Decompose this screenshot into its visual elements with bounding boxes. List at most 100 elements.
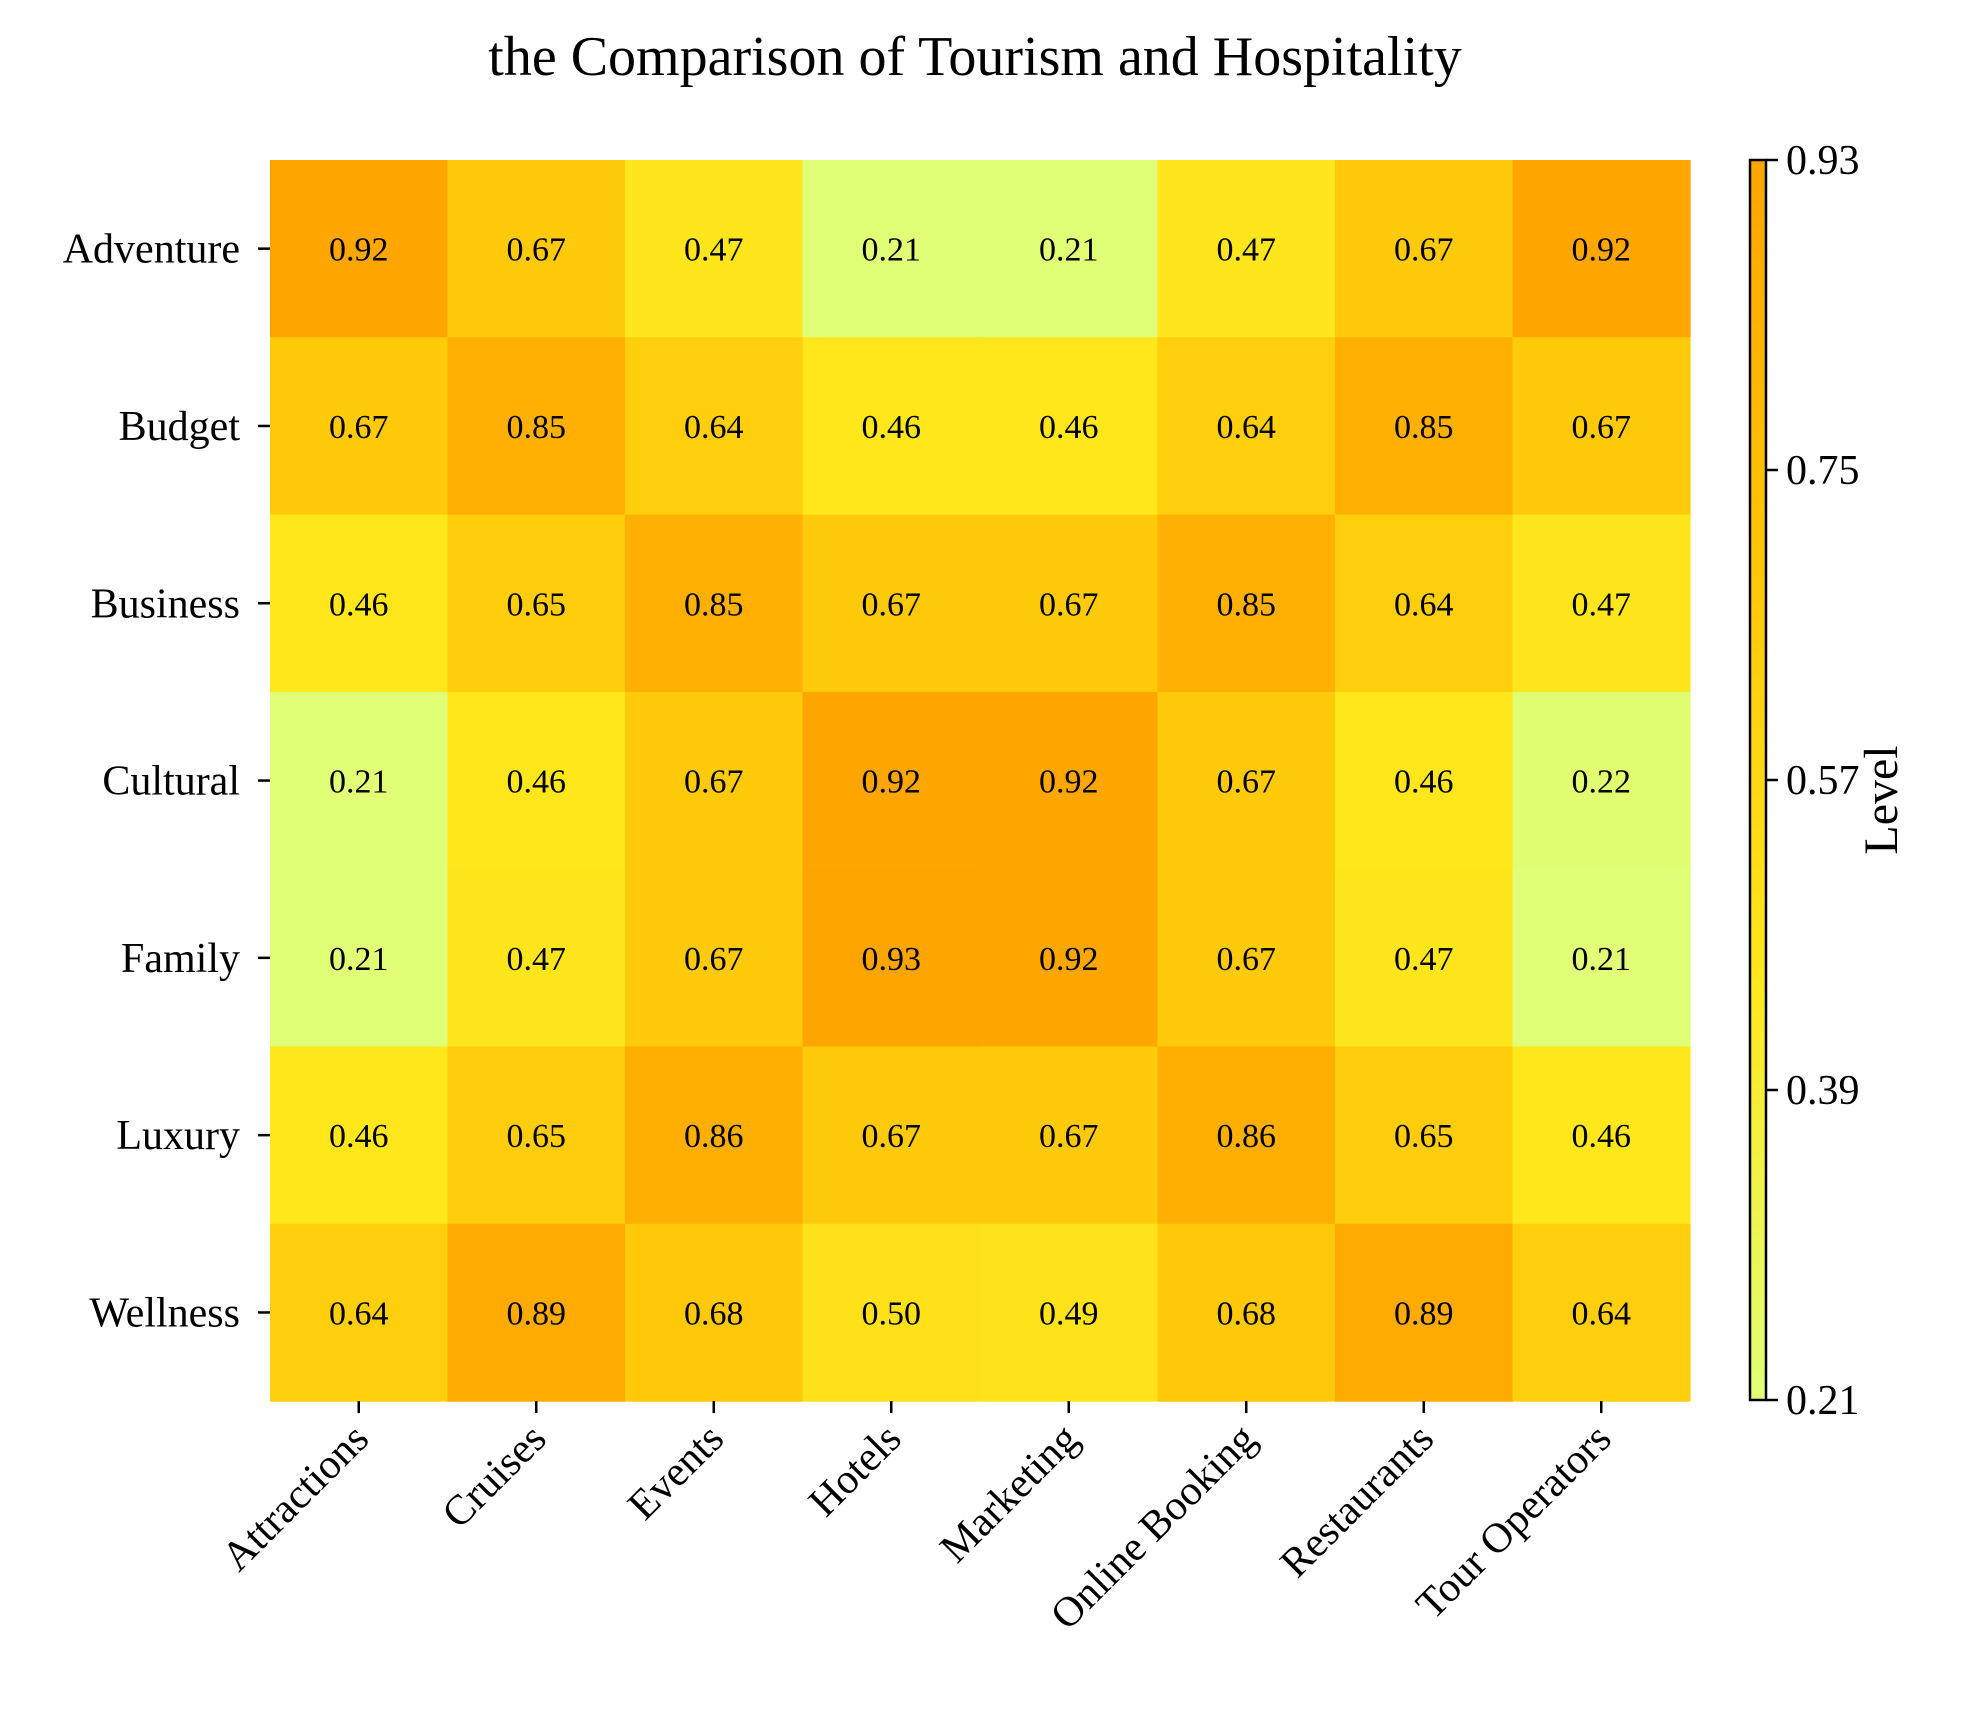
heatmap-cell: [980, 869, 1159, 1048]
heatmap-cell: [625, 691, 804, 870]
cell-value-label: 0.21: [329, 764, 389, 801]
heatmap-cell: [447, 1223, 626, 1402]
heatmap-cell: [1157, 691, 1336, 870]
heatmap-cell: [625, 869, 804, 1048]
heatmap-cell: [447, 160, 626, 338]
heatmap-cell-labels: 0.92 0.67 0.47 0.21 0.21 0.47 0.67 0.92 0.67 0.85…: [329, 232, 1631, 1333]
chart-title: the Comparison of Tourism and Hospitalit…: [488, 26, 1461, 88]
cell-value-label: 0.21: [329, 941, 389, 978]
x-tick-label: Cruises: [434, 1416, 556, 1538]
cell-value-label: 0.46: [329, 1118, 389, 1155]
cell-value-label: 0.92: [329, 232, 389, 269]
cell-value-label: 0.46: [1394, 764, 1454, 801]
heatmap-cell: [1335, 337, 1514, 516]
heatmap-cell: [270, 691, 449, 870]
heatmap-cell: [980, 160, 1159, 338]
cell-value-label: 0.65: [1394, 1118, 1454, 1155]
heatmap-cell: [802, 514, 981, 693]
heatmap-cell: [447, 337, 626, 516]
colorbar-tick-label: 0.57: [1786, 758, 1860, 804]
heatmap-cell: [802, 1223, 981, 1402]
cell-value-label: 0.47: [1217, 232, 1277, 269]
x-axis: Attractions Cruises Events Hotels MarketingO…: [213, 1401, 1620, 1639]
heatmap-cell: [980, 337, 1159, 516]
cell-value-label: 0.21: [1572, 941, 1632, 978]
cell-value-label: 0.86: [1217, 1118, 1277, 1155]
cell-value-label: 0.67: [862, 586, 922, 623]
y-tick-label: Adventure: [63, 227, 240, 273]
heatmap-cell: [1512, 1223, 1691, 1402]
cell-value-label: 0.85: [1394, 409, 1454, 446]
x-tick-label: Marketing: [932, 1416, 1088, 1572]
cell-value-label: 0.64: [329, 1295, 389, 1332]
colorbar-tick-label: 0.93: [1786, 138, 1860, 184]
heatmap-cell: [980, 691, 1159, 870]
heatmap-cell: [447, 691, 626, 870]
y-tick-label: Business: [91, 581, 240, 627]
heatmap-cell: [447, 514, 626, 693]
x-tick-label: Events: [619, 1416, 732, 1529]
heatmap-cell: [802, 337, 981, 516]
heatmap-cell: [625, 1046, 804, 1225]
cell-value-label: 0.93: [862, 941, 922, 978]
heatmap-cell: [1335, 1046, 1514, 1225]
cell-value-label: 0.64: [1217, 409, 1277, 446]
heatmap-cell: [1512, 337, 1691, 516]
heatmap-cell: [1512, 869, 1691, 1048]
cell-value-label: 0.65: [507, 586, 567, 623]
colorbar-tick-label: 0.39: [1786, 1068, 1860, 1114]
cell-value-label: 0.85: [1217, 586, 1277, 623]
heatmap-cell: [625, 160, 804, 338]
heatmap-cell: [1335, 1223, 1514, 1402]
heatmap-cell: [270, 869, 449, 1048]
cell-value-label: 0.89: [1394, 1295, 1454, 1332]
cell-value-label: 0.92: [1572, 232, 1632, 269]
cell-value-label: 0.46: [1572, 1118, 1632, 1155]
y-tick-label: Luxury: [116, 1113, 240, 1159]
colorbar: 0.21 0.39 0.57 0.75 0.93: [1748, 138, 1860, 1424]
cell-value-label: 0.67: [329, 409, 389, 446]
heatmap-cell: [270, 1046, 449, 1225]
cell-value-label: 0.67: [1394, 232, 1454, 269]
heatmap-cell: [1157, 514, 1336, 693]
cell-value-label: 0.64: [1394, 586, 1454, 623]
cell-value-label: 0.67: [1039, 1118, 1099, 1155]
heatmap-cell: [625, 514, 804, 693]
heatmap-cell: [802, 691, 981, 870]
heatmap-cell: [980, 1223, 1159, 1402]
x-tick-label: Attractions: [213, 1416, 377, 1580]
colorbar-tick-label: 0.21: [1786, 1378, 1860, 1424]
cell-value-label: 0.22: [1572, 764, 1632, 801]
cell-value-label: 0.46: [862, 409, 922, 446]
heatmap-cell: [1335, 514, 1514, 693]
x-tick-label: Hotels: [800, 1416, 910, 1526]
cell-value-label: 0.47: [684, 232, 744, 269]
heatmap-cell: [802, 160, 981, 338]
y-tick-label: Wellness: [89, 1290, 240, 1336]
cell-value-label: 0.46: [1039, 409, 1099, 446]
cell-value-label: 0.67: [684, 764, 744, 801]
heatmap-cell: [802, 869, 981, 1048]
heatmap-cell: [270, 160, 449, 338]
heatmap-cell: [270, 337, 449, 516]
heatmap-cell: [980, 514, 1159, 693]
cell-value-label: 0.68: [1217, 1295, 1277, 1332]
heatmap-cell: [1512, 160, 1691, 338]
cell-value-label: 0.67: [862, 1118, 922, 1155]
cell-value-label: 0.64: [1572, 1295, 1632, 1332]
heatmap-cell: [447, 1046, 626, 1225]
heatmap-cell: [1157, 869, 1336, 1048]
heatmap-cell: [625, 337, 804, 516]
cell-value-label: 0.47: [1572, 586, 1632, 623]
heatmap-cell: [1157, 160, 1336, 338]
cell-value-label: 0.21: [862, 232, 922, 269]
cell-value-label: 0.67: [1572, 409, 1632, 446]
cell-value-label: 0.47: [507, 941, 567, 978]
heatmap-cell: [1512, 1046, 1691, 1225]
heatmap-cell: [625, 1223, 804, 1402]
heatmap-cell: [802, 1046, 981, 1225]
colorbar-label: Level: [1855, 745, 1908, 854]
cell-value-label: 0.86: [684, 1118, 744, 1155]
cell-value-label: 0.46: [507, 764, 567, 801]
